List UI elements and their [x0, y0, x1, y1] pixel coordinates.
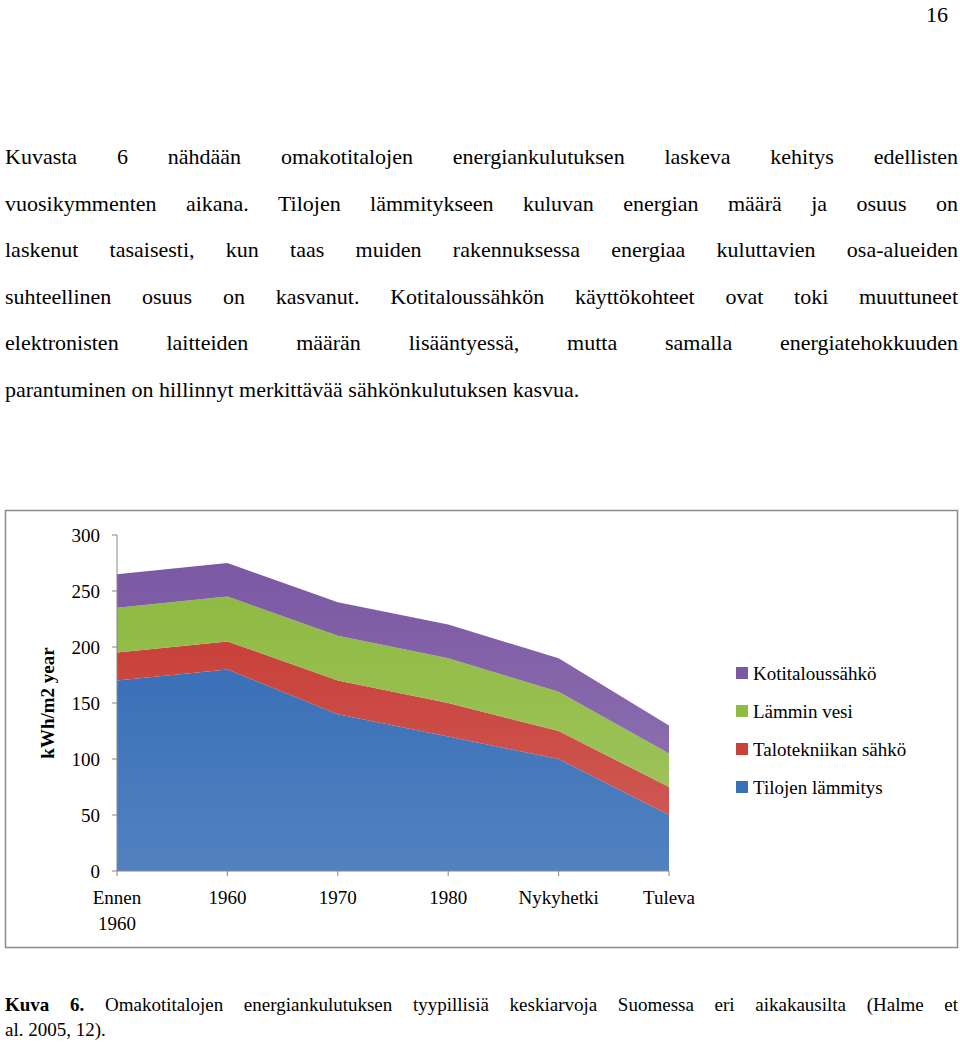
- x-tick-label-line: Nykyhetki: [518, 887, 598, 908]
- y-tick: [112, 815, 117, 816]
- x-tick-label: Tuleva: [643, 887, 696, 908]
- y-tick-label: 50: [81, 805, 100, 826]
- y-tick-label: 300: [72, 525, 101, 546]
- y-tick: [112, 591, 117, 592]
- x-tick: [117, 871, 118, 876]
- page: {"page_number": "16", "paragraph": {"lin…: [0, 0, 960, 1046]
- legend-swatch: [736, 743, 748, 755]
- text-line: Kuvasta 6 nähdään omakotitalojen energia…: [5, 134, 958, 181]
- x-tick: [448, 871, 449, 876]
- text-line: parantuminen on hillinnyt merkittävää sä…: [5, 367, 958, 414]
- text-line: suhteellinen osuus on kasvanut. Kotitalo…: [5, 274, 958, 321]
- chart-frame: [6, 511, 958, 948]
- area-3: [117, 563, 669, 753]
- caption-line: Kuva 6. Omakotitalojen energiankulutukse…: [5, 992, 958, 1017]
- x-tick: [558, 871, 559, 876]
- chart: 0 50 100 150 200 250 300 Ennen 1960 1960 1970 1980 N…: [0, 0, 960, 1046]
- text-line: laskenut tasaisesti, kun taas muiden rak…: [5, 227, 958, 274]
- x-tick-label: 1960: [208, 887, 246, 908]
- caption-text: al. 2005, 12).: [5, 1019, 106, 1040]
- x-tick-label-line: 1960: [208, 887, 246, 908]
- y-tick: [112, 647, 117, 648]
- x-tick-label: Nykyhetki: [518, 887, 598, 908]
- caption-text: Omakotitalojen energiankulutuksen tyypil…: [105, 994, 958, 1015]
- y-tick: [112, 759, 117, 760]
- x-tick: [669, 871, 670, 876]
- legend-swatch: [736, 667, 748, 679]
- caption-label: Kuva 6.: [5, 994, 84, 1015]
- caption: Kuva 6. Omakotitalojen energiankulutukse…: [5, 992, 958, 1042]
- x-tick: [337, 871, 338, 876]
- y-tick-label: 250: [72, 581, 101, 602]
- x-tick-label-line: 1960: [98, 913, 136, 934]
- x-tick-label: 1970: [319, 887, 357, 908]
- page-number: 16: [926, 2, 948, 28]
- x-tick-label-line: Ennen: [93, 887, 142, 908]
- x-tick-label: 1980: [429, 887, 467, 908]
- x-tick-label-line: Tuleva: [643, 887, 696, 908]
- y-tick: [112, 703, 117, 704]
- caption-line: al. 2005, 12).: [5, 1017, 958, 1042]
- y-tick-label: 150: [72, 693, 101, 714]
- y-tick-label: 200: [72, 637, 101, 658]
- y-tick: [112, 535, 117, 536]
- legend-label: Talotekniikan sähkö: [753, 739, 906, 760]
- x-tick-label-line: 1980: [429, 887, 467, 908]
- legend-label: Kotitaloussähkö: [753, 663, 877, 684]
- x-tick-label: Ennen 1960: [93, 887, 142, 934]
- legend-swatch: [736, 781, 748, 793]
- paragraph: Kuvasta 6 nähdään omakotitalojen energia…: [5, 134, 958, 413]
- legend-swatch: [736, 705, 748, 717]
- text-line: vuosikymmenten aikana. Tilojen lämmityks…: [5, 181, 958, 228]
- y-tick-label: 100: [72, 749, 101, 770]
- y-tick: [112, 871, 117, 872]
- x-tick-label-line: 1970: [319, 887, 357, 908]
- plot-area: [117, 563, 669, 871]
- text-line: elektronisten laitteiden määrän lisäänty…: [5, 320, 958, 367]
- y-tick-label: 0: [91, 861, 101, 882]
- legend-label: Lämmin vesi: [753, 701, 853, 722]
- y-axis-title: kWh/m2 year: [37, 647, 58, 759]
- x-tick: [227, 871, 228, 876]
- x-axis: [117, 871, 669, 872]
- legend-label: Tilojen lämmitys: [753, 777, 883, 798]
- legend: Kotitaloussähkö Lämmin vesi Talotekniikan …: [736, 663, 906, 798]
